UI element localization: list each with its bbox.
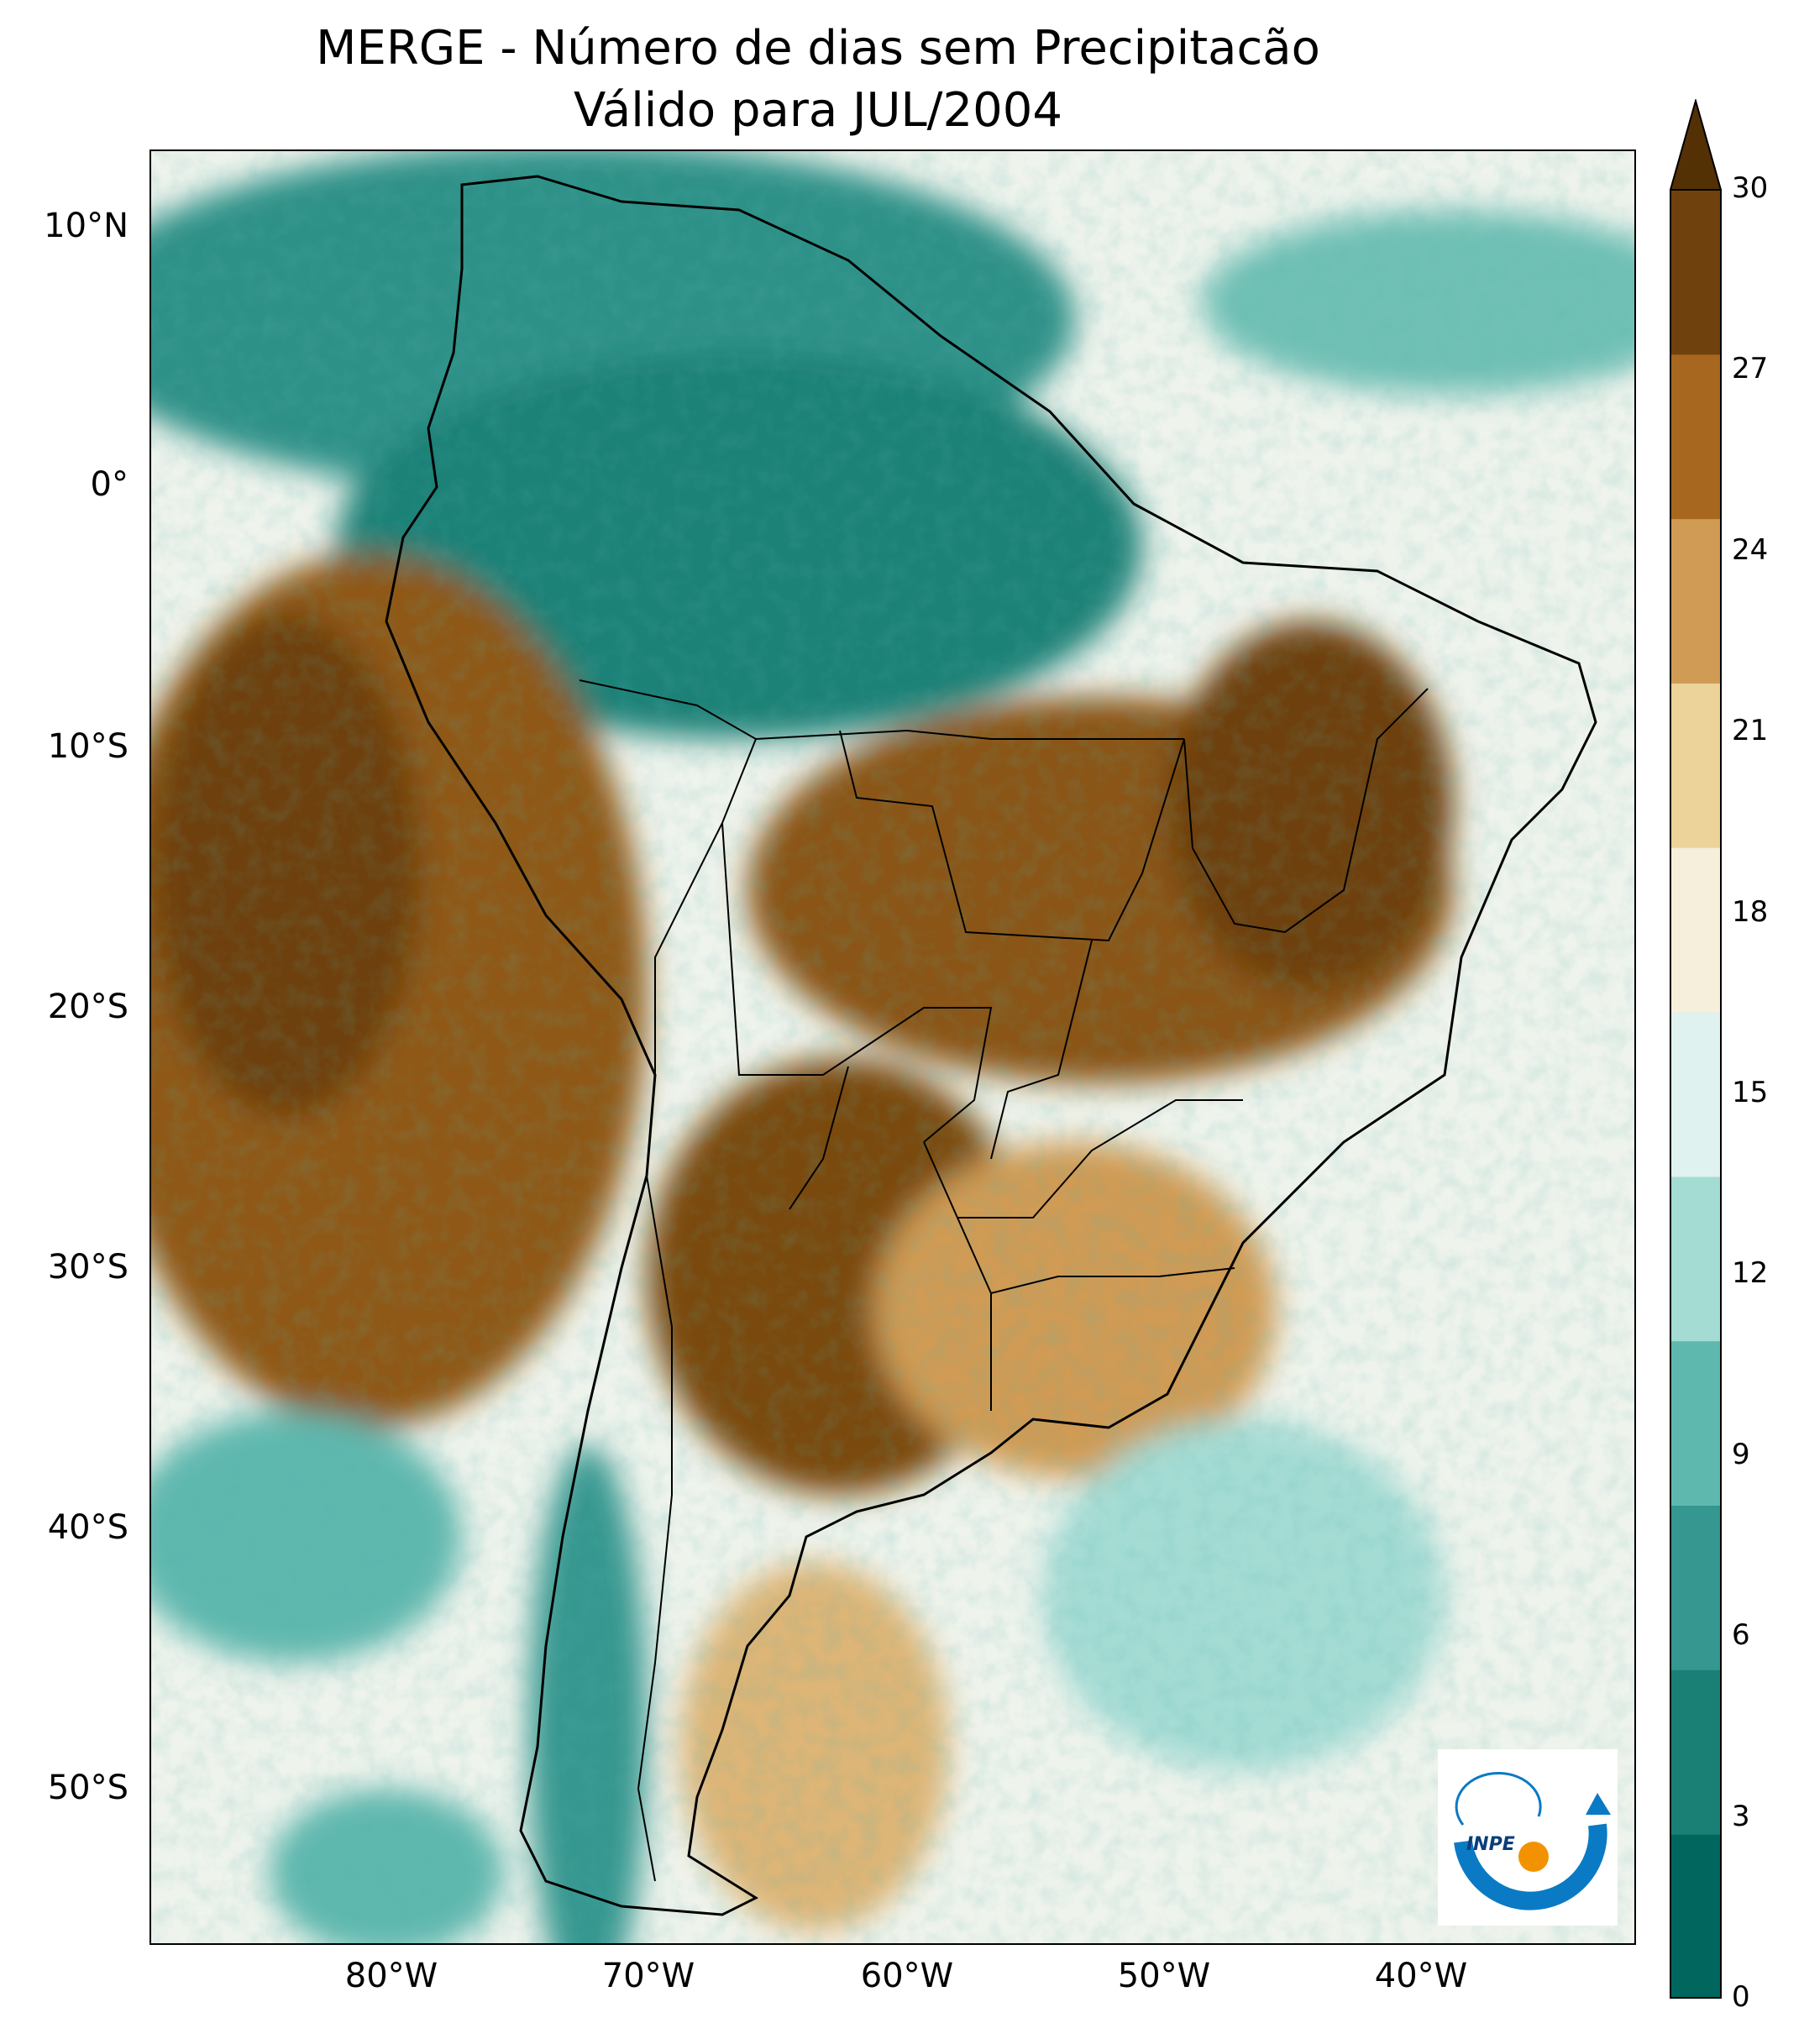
colorbar-segment — [1670, 518, 1721, 684]
colorbar-segment — [1670, 1669, 1721, 1835]
colorbar-segment — [1670, 1012, 1721, 1177]
logo-arrow — [1586, 1793, 1611, 1815]
colorbar-segment — [1670, 354, 1721, 520]
lon-label-70w: 70°W — [601, 1957, 695, 1995]
precipitation-map — [149, 149, 1636, 1945]
logo-orbit — [1455, 1771, 1542, 1826]
colorbar-segment — [1670, 1340, 1721, 1507]
colorbar-tick-label: 0 — [1732, 1980, 1750, 2014]
colorbar-tick-label: 24 — [1732, 532, 1769, 567]
colorbar-tick-label: 9 — [1732, 1437, 1750, 1471]
colorbar-tick-label: 12 — [1732, 1256, 1769, 1291]
lat-label-30s: 30°S — [47, 1248, 128, 1287]
colorbar-tick-label: 3 — [1732, 1799, 1750, 1833]
colorbar-tick-label: 15 — [1732, 1076, 1769, 1109]
lat-label-10s: 10°S — [47, 727, 128, 766]
colorbar-tick-label: 30 — [1732, 171, 1769, 205]
colorbar-tick-label: 27 — [1732, 352, 1769, 386]
logo-sun — [1518, 1842, 1549, 1872]
lon-label-60w: 60°W — [860, 1957, 954, 1995]
map-canvas — [151, 151, 1634, 1943]
colorbar-segment — [1670, 1176, 1721, 1342]
colorbar-extend-triangle — [1670, 99, 1722, 191]
colorbar-segment — [1670, 847, 1721, 1013]
colorbar-segment — [1670, 1505, 1721, 1670]
lat-label-40s: 40°S — [47, 1508, 128, 1547]
colorbar-border — [1670, 189, 1722, 1999]
lon-label-40w: 40°W — [1374, 1957, 1468, 1995]
lat-label-50s: 50°S — [47, 1769, 128, 1807]
lat-label-10n: 10°N — [44, 207, 128, 245]
lon-label-80w: 80°W — [344, 1957, 438, 1995]
lat-label-20s: 20°S — [47, 988, 128, 1026]
country-borders — [579, 679, 1429, 1882]
map-title-line1: MERGE - Número de dias sem Precipitacão — [316, 21, 1320, 76]
logo-text: INPE — [1466, 1834, 1515, 1855]
colorbar-tick-label: 21 — [1732, 714, 1769, 748]
colorbar-tick-label: 18 — [1732, 894, 1769, 929]
colorbar-segment — [1670, 683, 1721, 848]
inpe-logo: INPE — [1438, 1749, 1618, 1926]
map-title-line2: Válido para JUL/2004 — [573, 83, 1063, 138]
logo-swoosh — [1454, 1823, 1607, 1910]
colorbar — [1670, 99, 1722, 1999]
colorbar-tick-label: 6 — [1732, 1618, 1750, 1653]
lat-label-0: 0° — [90, 465, 128, 504]
inpe-logo-graphic: INPE — [1454, 1771, 1611, 1910]
south-america-coastline — [385, 175, 1597, 1916]
lon-label-50w: 50°W — [1117, 1957, 1211, 1995]
colorbar-segment — [1670, 1834, 1721, 1999]
colorbar-segment — [1670, 190, 1721, 355]
